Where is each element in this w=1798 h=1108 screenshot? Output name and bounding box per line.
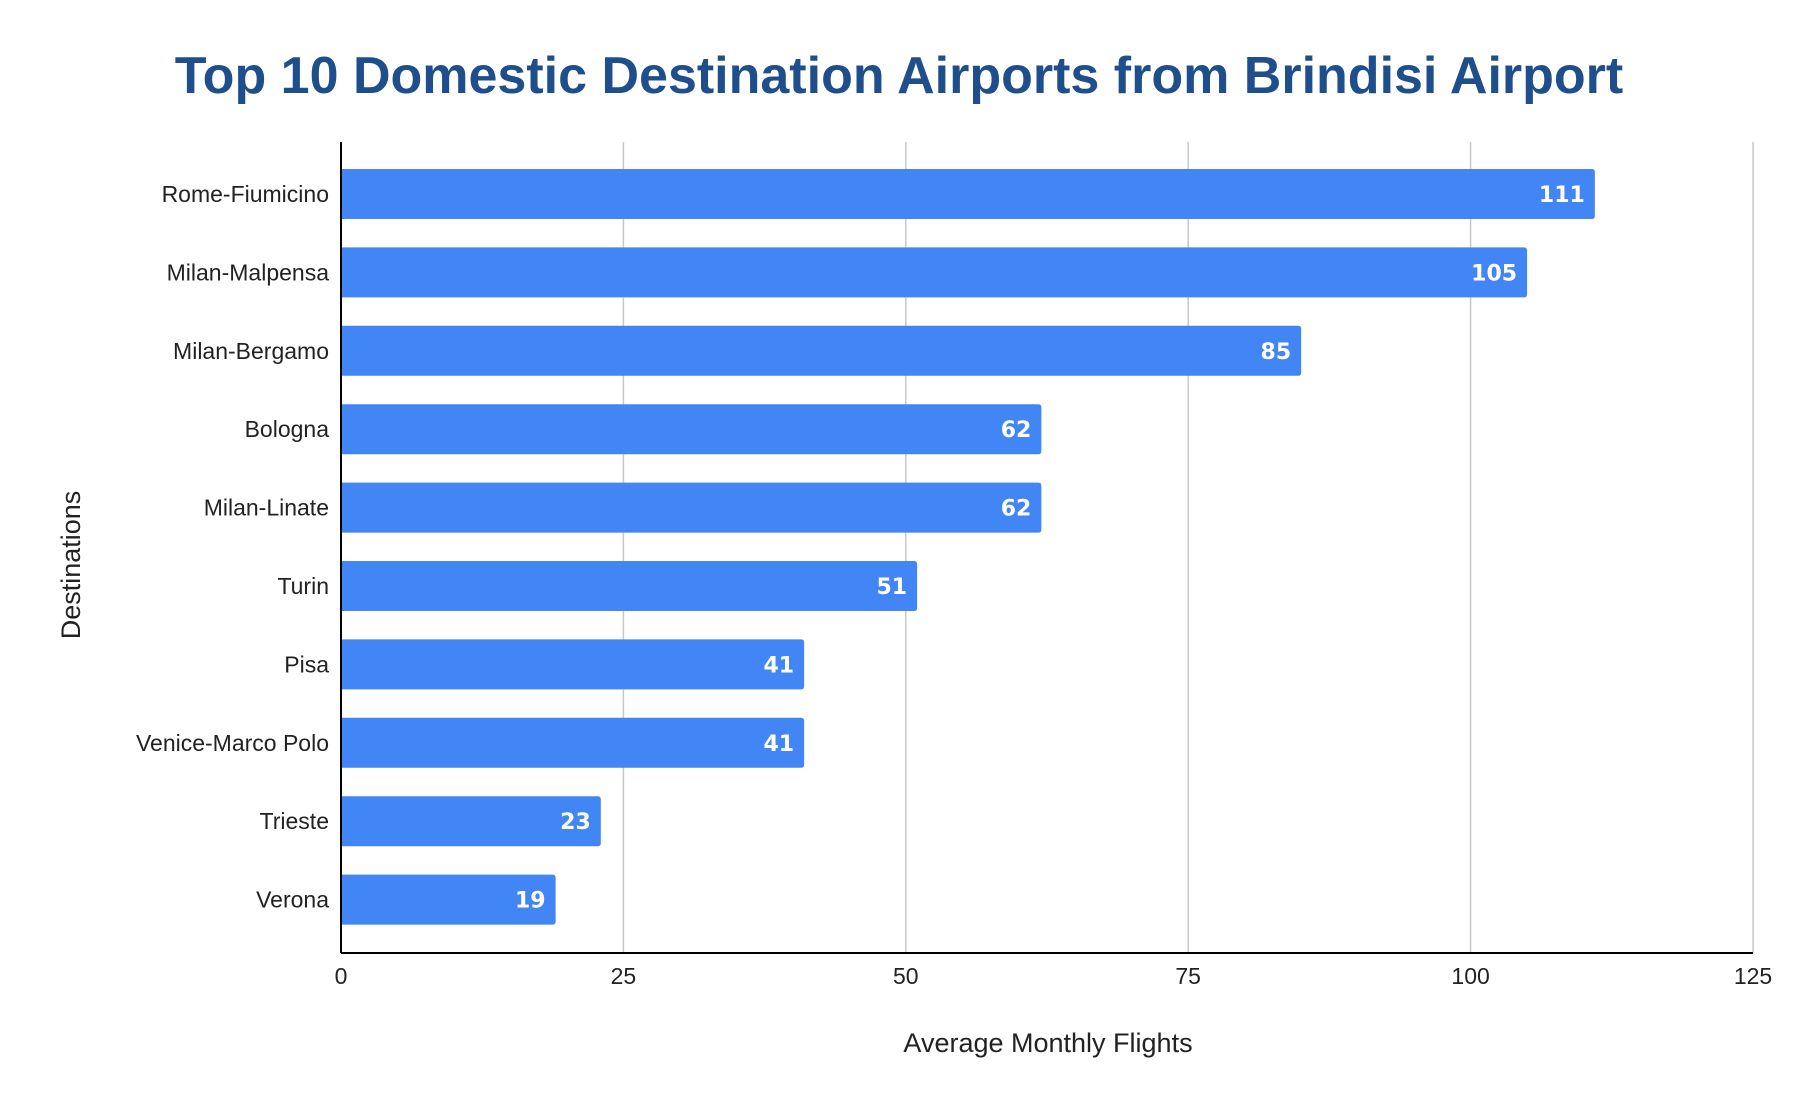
- bar-rome-fiumicino: [341, 169, 1595, 219]
- data-labels: 111 105 85 62 62 51 41 41 23 19: [515, 183, 1585, 914]
- x-axis-label: Average Monthly Flights: [903, 1028, 1192, 1058]
- x-tick-label-1: 25: [611, 963, 637, 989]
- y-tick-labels: Rome-Fiumicino Milan-Malpensa Milan-Bergam…: [136, 181, 329, 913]
- bar-milan-malpensa: [341, 247, 1528, 298]
- bar-venice-marco-polo: [341, 717, 805, 768]
- data-label-turin: 51: [876, 575, 907, 600]
- x-tick-label-4: 100: [1451, 963, 1489, 989]
- y-tick-label-rome-fiumicino: Rome-Fiumicino: [162, 181, 329, 207]
- bar-turin: [341, 561, 918, 611]
- bar-trieste: [341, 796, 601, 847]
- bar-bologna: [341, 404, 1042, 455]
- x-tick-label-0: 0: [335, 963, 348, 989]
- bar-milan-bergamo: [341, 325, 1302, 376]
- y-tick-label-bologna: Bologna: [245, 416, 330, 442]
- data-label-milan-malpensa: 105: [1471, 261, 1517, 286]
- y-tick-label-pisa: Pisa: [284, 651, 329, 677]
- y-tick-label-verona: Verona: [256, 887, 329, 913]
- data-label-venice-marco-polo: 41: [764, 732, 795, 757]
- y-tick-label-turin: Turin: [277, 573, 329, 599]
- data-label-trieste: 23: [560, 810, 591, 835]
- x-tick-label-5: 125: [1734, 963, 1772, 989]
- data-label-rome-fiumicino: 111: [1539, 183, 1585, 208]
- data-label-milan-linate: 62: [1001, 497, 1032, 522]
- bar-verona: [341, 874, 556, 925]
- x-tick-label-3: 75: [1175, 963, 1201, 989]
- y-tick-label-venice-marco-polo: Venice-Marco Polo: [136, 730, 329, 756]
- x-tick-labels: 0 25 50 75 100 125: [335, 963, 1773, 989]
- bars: [341, 169, 1595, 925]
- axes: [340, 142, 1753, 954]
- bar-milan-linate: [341, 482, 1042, 533]
- y-tick-label-milan-malpensa: Milan-Malpensa: [167, 259, 330, 285]
- data-label-verona: 19: [515, 889, 546, 914]
- y-tick-label-milan-bergamo: Milan-Bergamo: [173, 338, 329, 364]
- bar-pisa: [341, 639, 805, 690]
- chart-title: Top 10 Domestic Destination Airports fro…: [175, 47, 1623, 105]
- y-tick-label-trieste: Trieste: [260, 808, 329, 834]
- data-label-pisa: 41: [764, 653, 795, 678]
- x-tick-label-2: 50: [893, 963, 919, 989]
- y-axis-label: Destinations: [56, 491, 86, 640]
- y-tick-label-milan-linate: Milan-Linate: [204, 495, 329, 521]
- data-label-bologna: 62: [1001, 418, 1032, 443]
- data-label-milan-bergamo: 85: [1261, 340, 1292, 365]
